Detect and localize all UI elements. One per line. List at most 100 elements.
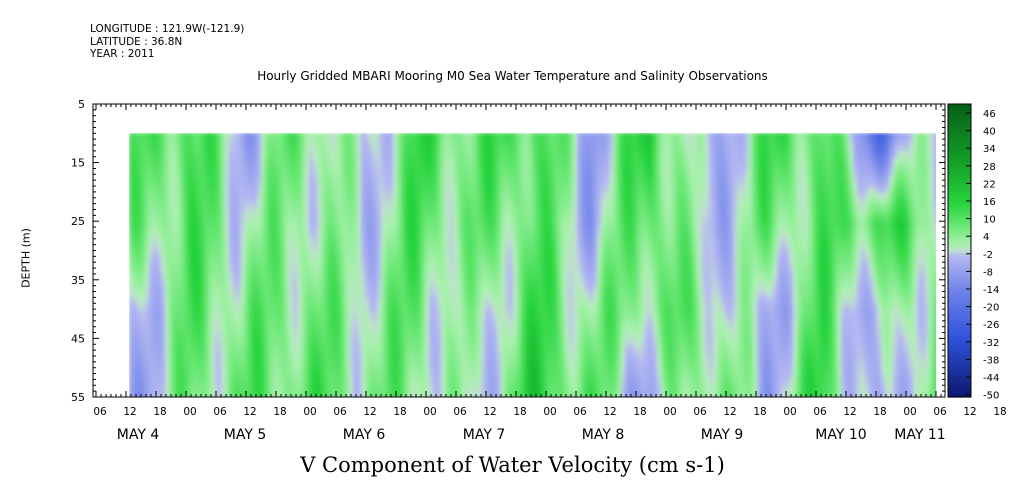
heatmap-cell bbox=[377, 169, 382, 176]
heatmap-cell bbox=[137, 235, 142, 242]
heatmap-cell bbox=[505, 211, 510, 218]
heatmap-cell bbox=[385, 175, 390, 182]
heatmap-cell bbox=[425, 175, 430, 182]
heatmap-cell bbox=[357, 391, 362, 397]
heatmap-cell bbox=[357, 271, 362, 278]
heatmap-cell bbox=[413, 157, 418, 164]
heatmap-cell bbox=[357, 355, 362, 362]
heatmap-cell bbox=[265, 163, 270, 170]
heatmap-cell bbox=[181, 241, 186, 248]
heatmap-cell bbox=[545, 385, 550, 392]
heatmap-cell bbox=[485, 205, 490, 212]
heatmap-cell bbox=[273, 253, 278, 260]
heatmap-cell bbox=[213, 301, 218, 308]
heatmap-cell bbox=[301, 355, 306, 362]
heatmap-cell bbox=[493, 163, 498, 170]
heatmap-cell bbox=[361, 385, 366, 392]
heatmap-cell bbox=[533, 187, 538, 194]
heatmap-cell bbox=[341, 151, 346, 158]
heatmap-cell bbox=[325, 307, 330, 314]
heatmap-cell bbox=[469, 169, 474, 176]
heatmap-cell bbox=[281, 181, 286, 188]
heatmap-cell bbox=[313, 205, 318, 212]
heatmap-cell bbox=[281, 391, 286, 397]
heatmap-cell bbox=[473, 241, 478, 248]
heatmap-cell bbox=[129, 337, 134, 344]
heatmap-cell bbox=[577, 157, 582, 164]
heatmap-cell bbox=[501, 301, 506, 308]
heatmap-cell bbox=[429, 223, 434, 230]
heatmap-cell bbox=[237, 175, 242, 182]
heatmap-cell bbox=[505, 337, 510, 344]
heatmap-cell bbox=[153, 235, 158, 242]
heatmap-cell bbox=[233, 283, 238, 290]
heatmap-cell bbox=[261, 391, 266, 397]
heatmap-cell bbox=[545, 391, 550, 397]
heatmap-cell bbox=[245, 247, 250, 254]
heatmap-cell bbox=[133, 169, 138, 176]
heatmap-cell bbox=[421, 367, 426, 374]
heatmap-cell bbox=[221, 253, 226, 260]
heatmap-cell bbox=[497, 343, 502, 350]
heatmap-cell bbox=[281, 253, 286, 260]
heatmap-cell bbox=[237, 145, 242, 152]
heatmap-cell bbox=[345, 337, 350, 344]
heatmap-cell bbox=[457, 223, 462, 230]
heatmap-cell bbox=[257, 205, 262, 212]
heatmap-cell bbox=[445, 265, 450, 272]
heatmap-cell bbox=[293, 343, 298, 350]
heatmap-cell bbox=[509, 175, 514, 182]
heatmap-cell bbox=[257, 247, 262, 254]
heatmap-cell bbox=[193, 253, 198, 260]
heatmap-cell bbox=[309, 187, 314, 194]
heatmap-cell bbox=[325, 229, 330, 236]
heatmap-cell bbox=[249, 289, 254, 296]
heatmap-cell bbox=[361, 229, 366, 236]
heatmap-cell bbox=[441, 253, 446, 260]
heatmap-cell bbox=[429, 265, 434, 272]
heatmap-cell bbox=[197, 355, 202, 362]
heatmap-cell bbox=[229, 229, 234, 236]
heatmap-cell bbox=[449, 259, 454, 266]
heatmap-cell bbox=[325, 205, 330, 212]
heatmap-cell bbox=[529, 319, 534, 326]
heatmap-cell bbox=[245, 289, 250, 296]
heatmap-cell bbox=[169, 235, 174, 242]
heatmap-cell bbox=[325, 295, 330, 302]
heatmap-cell bbox=[457, 277, 462, 284]
heatmap-cell bbox=[341, 343, 346, 350]
heatmap-cell bbox=[457, 139, 462, 146]
heatmap-cell bbox=[345, 157, 350, 164]
heatmap-cell bbox=[533, 193, 538, 200]
heatmap-cell bbox=[521, 217, 526, 224]
heatmap-cell bbox=[245, 343, 250, 350]
heatmap-cell bbox=[205, 355, 210, 362]
heatmap-cell bbox=[361, 133, 366, 140]
heatmap-cell bbox=[381, 283, 386, 290]
heatmap-cell bbox=[469, 259, 474, 266]
heatmap-cell bbox=[401, 385, 406, 392]
heatmap-cell bbox=[173, 301, 178, 308]
heatmap-cell bbox=[233, 157, 238, 164]
heatmap-cell bbox=[393, 175, 398, 182]
heatmap-cell bbox=[445, 235, 450, 242]
heatmap-cell bbox=[305, 301, 310, 308]
heatmap-cell bbox=[501, 151, 506, 158]
heatmap-cell bbox=[225, 367, 230, 374]
heatmap-cell bbox=[245, 331, 250, 338]
heatmap-cell bbox=[329, 193, 334, 200]
heatmap-cell bbox=[369, 313, 374, 320]
heatmap-cell bbox=[473, 385, 478, 392]
heatmap-cell bbox=[385, 331, 390, 338]
heatmap-cell bbox=[369, 259, 374, 266]
heatmap-cell bbox=[129, 187, 134, 194]
heatmap-cell bbox=[477, 265, 482, 272]
heatmap-cell bbox=[393, 385, 398, 392]
heatmap-cell bbox=[545, 319, 550, 326]
heatmap-cell bbox=[505, 217, 510, 224]
heatmap-cell bbox=[509, 205, 514, 212]
heatmap-cell bbox=[465, 193, 470, 200]
heatmap-cell bbox=[173, 163, 178, 170]
heatmap-cell bbox=[549, 265, 554, 272]
heatmap-cell bbox=[465, 241, 470, 248]
